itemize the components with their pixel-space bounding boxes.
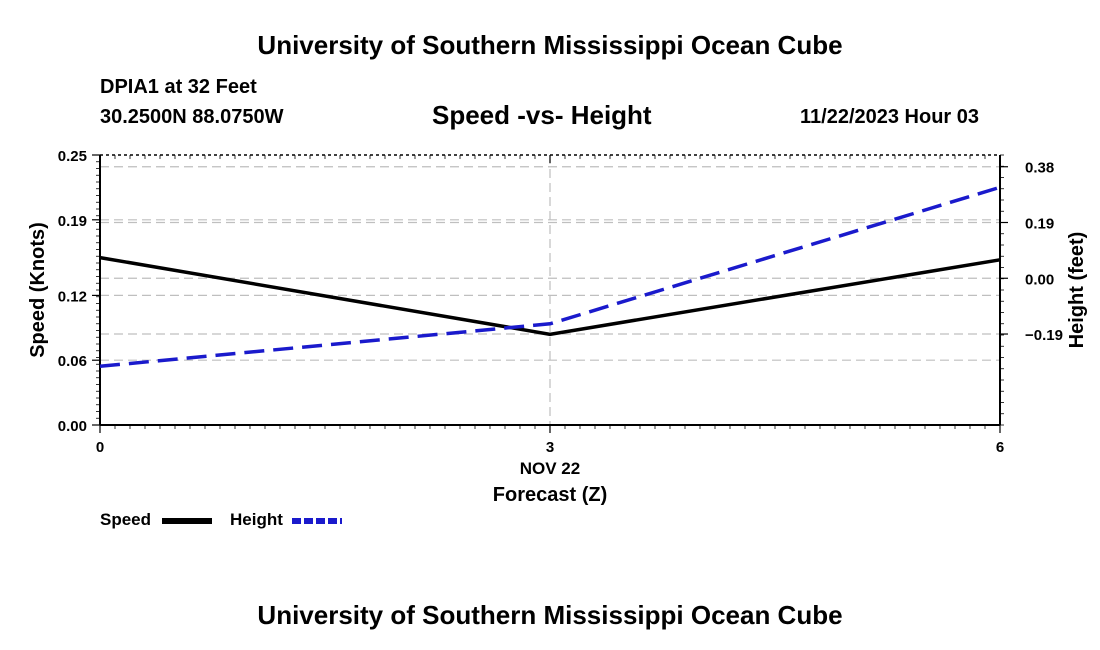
x-axis-label: Forecast (Z) — [493, 484, 607, 506]
y-tick-label: 0.00 — [58, 418, 87, 435]
series-layer — [99, 185, 1001, 369]
legend-height-label: Height — [230, 510, 283, 529]
y-tick-label: 0.19 — [58, 213, 87, 230]
y2-tick-label: 0.19 — [1025, 216, 1054, 233]
x-tick-label: 0 — [96, 439, 104, 456]
series-line-height — [99, 185, 1001, 369]
y-tick-label: 0.06 — [58, 353, 87, 370]
x-date-label: NOV 22 — [520, 459, 580, 478]
grid-layer — [100, 155, 1000, 425]
bottom-title: University of Southern Mississippi Ocean… — [257, 600, 843, 630]
chart-title: Speed -vs- Height — [432, 100, 652, 130]
label-layer: NOV 22 Forecast (Z) Speed (Knots) Height… — [27, 148, 1088, 506]
y-tick-label: 0.25 — [58, 148, 87, 165]
timestamp-label: 11/22/2023 Hour 03 — [800, 106, 980, 128]
y2-axis-label: Height (feet) — [1066, 232, 1088, 349]
y-tick-label: 0.12 — [58, 288, 87, 305]
series-line-speed — [99, 255, 1001, 337]
y2-tick-label: 0.38 — [1025, 160, 1054, 177]
axis-layer — [92, 154, 1008, 433]
location-label: 30.2500N 88.0750W — [100, 106, 284, 128]
y2-tick-label: 0.00 — [1025, 271, 1054, 288]
x-tick-label: 6 — [996, 439, 1004, 456]
legend-speed-label: Speed — [100, 510, 152, 529]
y2-tick-label: −0.19 — [1025, 327, 1063, 344]
top-title: University of Southern Mississippi Ocean… — [257, 30, 843, 60]
y-axis-label: Speed (Knots) — [27, 222, 49, 358]
station-label: DPIA1 at 32 Feet — [100, 76, 257, 98]
x-tick-label: 3 — [546, 439, 554, 456]
